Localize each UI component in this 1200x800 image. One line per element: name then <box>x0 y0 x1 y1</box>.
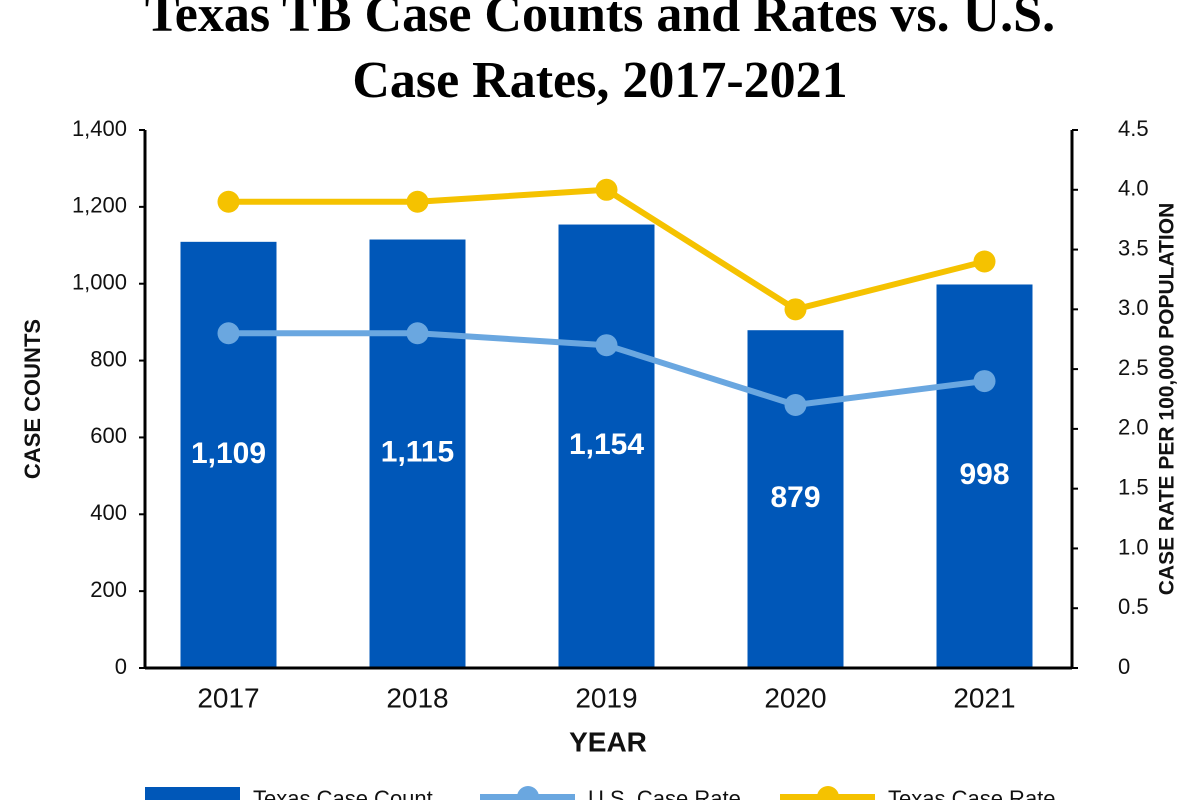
legend-marker <box>517 786 539 800</box>
marker <box>784 393 807 416</box>
bar <box>747 330 844 668</box>
y-tick-label: 0 <box>115 654 127 679</box>
y-tick-label: 1,200 <box>72 193 127 218</box>
marker <box>217 322 240 345</box>
marker <box>973 370 996 393</box>
x-tick-label: 2019 <box>575 682 637 713</box>
marker <box>217 190 240 213</box>
y2-tick-label: 2.5 <box>1118 355 1149 380</box>
y-tick-label: 1,400 <box>72 116 127 141</box>
bar <box>180 241 277 668</box>
data-label: 1,154 <box>569 428 644 461</box>
data-label: 1,109 <box>191 437 266 470</box>
legend-label: U.S. Case Rate <box>588 786 741 800</box>
marker <box>595 178 618 201</box>
legend-label: Texas Case Rate <box>888 786 1056 800</box>
y-tick-label: 200 <box>90 577 127 602</box>
y2-tick-label: 0.5 <box>1118 594 1149 619</box>
marker <box>973 250 996 273</box>
marker <box>406 190 429 213</box>
bar <box>369 239 466 668</box>
y2-tick-label: 4.0 <box>1118 176 1149 201</box>
y-axis-label: CASE COUNTS <box>20 319 45 479</box>
y-tick-label: 400 <box>90 500 127 525</box>
marker <box>784 298 807 321</box>
x-tick-label: 2018 <box>386 682 448 713</box>
y2-tick-label: 1.5 <box>1118 474 1149 499</box>
bar <box>936 284 1033 668</box>
data-label: 1,115 <box>381 436 454 469</box>
y2-axis-label: CASE RATE PER 100,000 POPULATION <box>1156 203 1179 596</box>
legend-label: Texas Case Count <box>253 786 433 800</box>
y2-tick-label: 3.0 <box>1118 295 1149 320</box>
x-tick-label: 2017 <box>197 682 259 713</box>
x-axis-label: YEAR <box>569 726 647 757</box>
data-label: 879 <box>770 481 820 514</box>
x-tick-label: 2021 <box>953 682 1015 713</box>
y2-tick-label: 0 <box>1118 654 1130 679</box>
y-tick-label: 600 <box>90 423 127 448</box>
data-label: 998 <box>959 458 1009 491</box>
y2-tick-label: 4.5 <box>1118 116 1149 141</box>
legend-swatch <box>145 787 240 800</box>
x-tick-label: 2020 <box>764 682 826 713</box>
y-tick-label: 1,000 <box>72 270 127 295</box>
legend-marker <box>817 786 839 800</box>
y2-tick-label: 3.5 <box>1118 235 1149 260</box>
bar <box>558 224 655 668</box>
y2-tick-label: 1.0 <box>1118 534 1149 559</box>
y2-tick-label: 2.0 <box>1118 415 1149 440</box>
chart-title: Texas TB Case Counts and Rates vs. U.S. … <box>144 0 1056 109</box>
marker <box>406 322 429 345</box>
y-tick-label: 800 <box>90 346 127 371</box>
marker <box>595 334 618 357</box>
